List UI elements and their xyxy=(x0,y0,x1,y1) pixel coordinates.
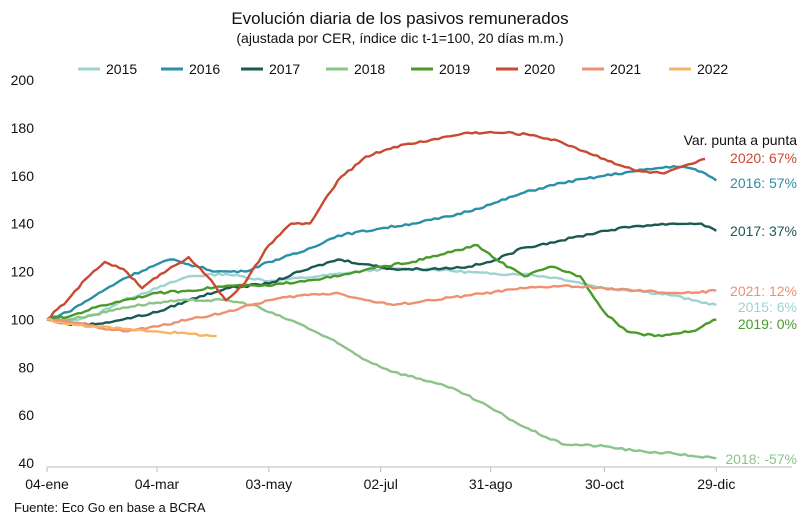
legend-label: 2020 xyxy=(524,61,555,77)
y-tick-label: 40 xyxy=(18,455,34,471)
x-tick-label: 31-ago xyxy=(469,476,513,492)
series-lines xyxy=(46,130,718,460)
y-tick-label: 200 xyxy=(11,72,35,88)
y-tick-label: 60 xyxy=(18,407,34,423)
y-tick-label: 120 xyxy=(11,264,35,280)
legend: 2015 2016 2017 2018 2019 2020 2021 2022 xyxy=(78,61,728,77)
series-line-2017 xyxy=(46,222,717,327)
y-tick-label: 180 xyxy=(11,120,35,136)
legend-label: 2019 xyxy=(439,61,470,77)
legend-label: 2018 xyxy=(354,61,385,77)
legend-label: 2022 xyxy=(697,61,728,77)
y-tick-label: 80 xyxy=(18,359,34,375)
series-line-2021 xyxy=(46,284,717,333)
y-axis: 40 60 80 100 120 140 160 180 200 xyxy=(11,72,35,471)
x-tick-label: 04-ene xyxy=(25,476,69,492)
end-label-2020: 2020: 67% xyxy=(730,150,797,166)
y-tick-label: 160 xyxy=(11,168,35,184)
y-tick-label: 140 xyxy=(11,216,35,232)
legend-label: 2017 xyxy=(269,61,300,77)
x-tick-label: 29-dic xyxy=(697,476,735,492)
x-axis: 04-ene 04-mar 03-may 02-jul 31-ago 30-oct 29-d… xyxy=(25,467,735,492)
x-tick-label: 30-oct xyxy=(585,476,624,492)
end-label-2019: 2019: 0% xyxy=(738,316,797,332)
end-label-2018: 2018: -57% xyxy=(725,451,797,467)
y-tick-label: 100 xyxy=(11,311,35,327)
chart-title: Evolución diaria de los pasivos remunera… xyxy=(231,9,568,28)
x-tick-label: 03-may xyxy=(246,476,293,492)
end-labels: 2015: 6% 2016: 57% 2017: 37% 2018: -57% 2019… xyxy=(725,150,797,467)
legend-label: 2021 xyxy=(610,61,641,77)
series-line-2019 xyxy=(46,243,717,338)
series-line-2016 xyxy=(46,165,718,321)
end-label-2017: 2017: 37% xyxy=(730,223,797,239)
end-label-2021: 2021: 12% xyxy=(730,283,797,299)
legend-label: 2016 xyxy=(189,61,220,77)
series-line-2018 xyxy=(46,298,717,460)
x-tick-label: 04-mar xyxy=(135,476,180,492)
annotation-header: Var. punta a punta xyxy=(684,132,798,148)
series-line-2022 xyxy=(46,318,217,338)
chart-subtitle: (ajustada por CER, índice dic t-1=100, 2… xyxy=(236,30,563,46)
x-tick-label: 02-jul xyxy=(364,476,398,492)
source-note: Fuente: Eco Go en base a BCRA xyxy=(14,500,206,515)
end-label-2015: 2015: 6% xyxy=(738,299,797,315)
legend-label: 2015 xyxy=(106,61,137,77)
series-line-2020 xyxy=(46,130,706,321)
end-label-2016: 2016: 57% xyxy=(730,175,797,191)
